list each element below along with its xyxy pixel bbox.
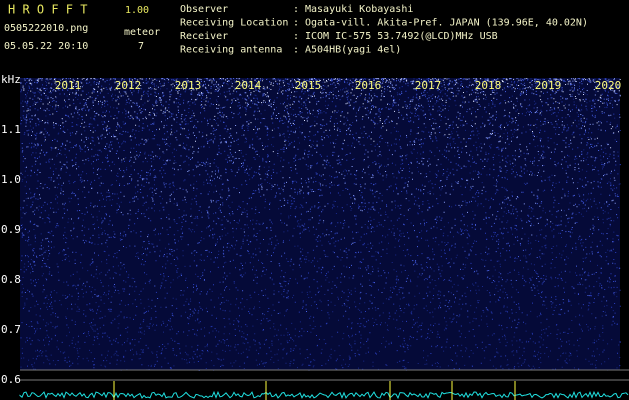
year-label: 2015: [295, 79, 322, 92]
freq-label: 0.9: [1, 223, 21, 236]
counter-value: 7: [138, 41, 144, 52]
freq-label: 0.8: [1, 273, 21, 286]
file-name: 0505222010.png: [4, 23, 88, 34]
spectrogram-area: [20, 78, 620, 370]
field-separator: :: [293, 18, 299, 29]
year-label: 2014: [235, 79, 262, 92]
counter-label: meteor: [124, 27, 160, 38]
noise-dots: [20, 78, 621, 371]
field-value: ICOM IC-575 53.7492(@LCD)MHz USB: [305, 31, 498, 42]
field-separator: :: [293, 4, 299, 15]
field-value: Masayuki Kobayashi: [305, 4, 413, 15]
freq-label: 0.7: [1, 323, 21, 336]
field-label: Receiver: [180, 31, 228, 42]
field-label: Observer: [180, 4, 228, 15]
field-separator: :: [293, 45, 299, 56]
field-separator: :: [293, 31, 299, 42]
year-label: 2019: [535, 79, 562, 92]
app-name: H R O F F T: [8, 3, 87, 17]
version: 1.00: [125, 5, 149, 16]
year-label: 2013: [175, 79, 202, 92]
year-label: 2017: [415, 79, 442, 92]
field-label: Receiving Location: [180, 18, 288, 29]
year-label: 2012: [115, 79, 142, 92]
axes: kHz 1.1 1.0 0.9 0.8 0.7 0.6 2011 2012 2013 2014 201…: [1, 73, 621, 386]
field-value: A504HB(yagi 4el): [305, 45, 401, 56]
year-label: 2016: [355, 79, 382, 92]
level-meter: [19, 381, 629, 400]
freq-label: 0.6: [1, 373, 21, 386]
info-fields: Observer: Masayuki Kobayashi Receiving Loc…: [180, 4, 588, 56]
year-label: 2018: [475, 79, 502, 92]
freq-unit: kHz: [1, 73, 21, 86]
level-trace: [19, 390, 629, 400]
freq-label: 1.1: [1, 123, 21, 136]
datetime: 05.05.22 20:10: [4, 41, 88, 52]
freq-label: 1.0: [1, 173, 21, 186]
field-value: Ogata-vill. Akita-Pref. JAPAN (139.96E, …: [305, 18, 588, 29]
noise-layer: [20, 78, 621, 371]
field-label: Receiving antenna: [180, 45, 282, 56]
year-label: 2011: [55, 79, 82, 92]
year-label: 2020: [595, 79, 622, 92]
